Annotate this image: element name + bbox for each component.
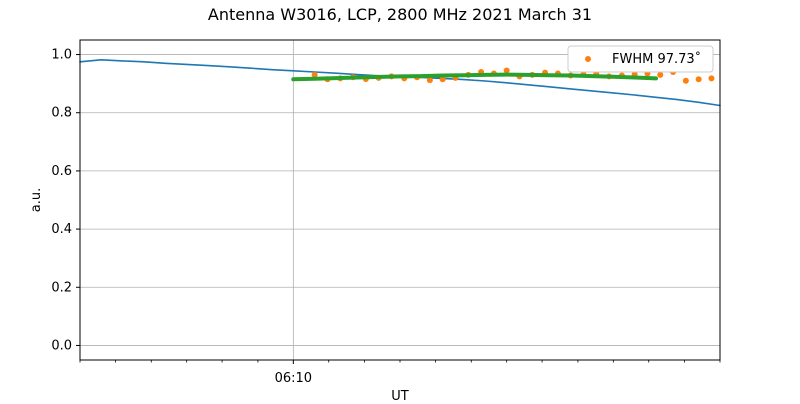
scatter-point (439, 76, 446, 83)
legend-label: FWHM 97.73˚ (612, 51, 701, 67)
scatter-point (682, 77, 689, 84)
y-tick-label: 0.2 (51, 280, 72, 295)
scatter-point (426, 77, 433, 84)
scatter-point (311, 71, 318, 78)
y-axis: 0.0 0.2 0.4 0.6 0.8 1.0 (51, 48, 80, 353)
y-axis-label: a.u. (29, 188, 44, 212)
x-tick-label: 06:10 (275, 371, 312, 386)
y-tick-label: 1.0 (51, 48, 72, 63)
legend: FWHM 97.73˚ (567, 45, 714, 73)
y-tick-label: 0.4 (51, 222, 72, 237)
scatter-point (503, 67, 510, 74)
plot-frame (79, 39, 721, 361)
legend-marker (585, 56, 591, 62)
chart-title: Antenna W3016, LCP, 2800 MHz 2021 March … (208, 5, 592, 24)
plot-area (79, 58, 721, 107)
y-tick-label: 0.8 (51, 106, 72, 121)
x-axis: 06:10 (79, 360, 721, 386)
fit-line (291, 72, 658, 82)
y-tick-label: 0.0 (51, 338, 72, 353)
scatter-point (657, 71, 664, 78)
scatter-point (708, 75, 715, 82)
legend-box (567, 45, 714, 73)
x-axis-label: UT (391, 389, 409, 400)
grid (80, 40, 720, 360)
y-tick-label: 0.6 (51, 164, 72, 179)
scatter-point (695, 76, 702, 83)
